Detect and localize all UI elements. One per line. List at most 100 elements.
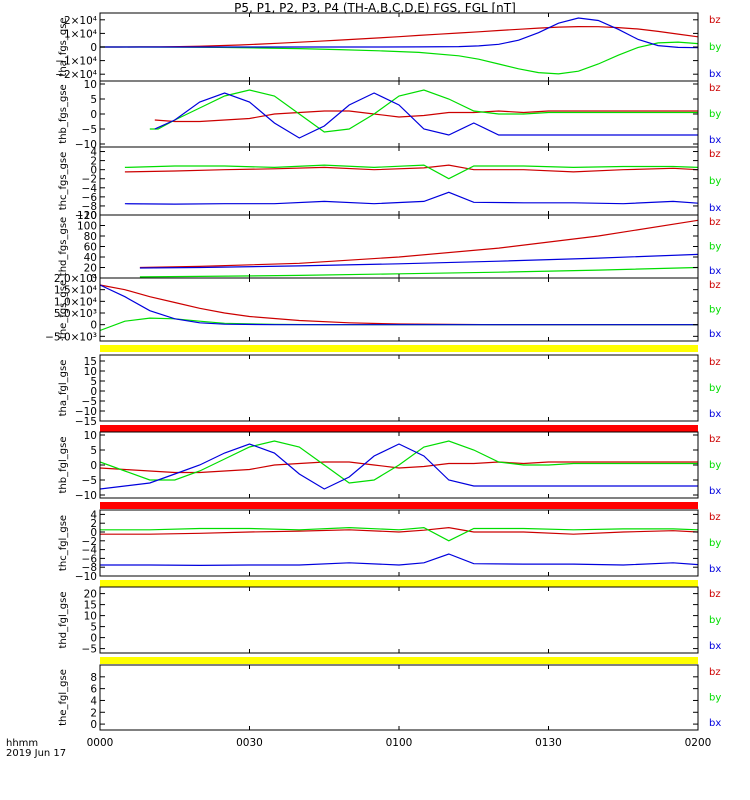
ytick-label: −5.0×10³ <box>45 331 97 343</box>
ytick-label: −5 <box>82 124 97 136</box>
legend-bz: bz <box>709 280 721 291</box>
panel-frame <box>99 277 699 342</box>
ytick-label: 10 <box>84 611 97 623</box>
ytick-label: 2 <box>90 707 97 719</box>
series-line-bz <box>139 219 698 269</box>
ytick-label: −10 <box>75 139 97 151</box>
ytick-label: 5 <box>90 376 97 388</box>
series-line-by <box>100 41 698 75</box>
ytick-label: 0 <box>90 273 97 285</box>
legend-bz: bz <box>709 15 721 26</box>
series-line-by <box>100 526 698 542</box>
legend-bx: bx <box>709 718 721 729</box>
series-line-by <box>139 266 698 278</box>
x-axis-labels: 0000 0030 0100 0130 0200 <box>87 737 712 749</box>
ytick-label: 60 <box>84 242 97 254</box>
ytick-label: 2.0×10⁴ <box>54 273 97 285</box>
ytick-label: 120 <box>77 210 97 222</box>
ylabel-tha_fgl_gse: tha_fgl_gse <box>58 360 69 417</box>
ytick-label: 1.5×10⁴ <box>54 285 97 297</box>
ytick-label: −5 <box>82 644 97 656</box>
legend-bx: bx <box>709 641 721 652</box>
ytick-label: −10 <box>75 406 97 418</box>
legend-bx: bx <box>709 409 721 420</box>
ytick-label: 5.0×10³ <box>54 308 97 320</box>
legend-bz: bz <box>709 217 721 228</box>
ytick-label: 2 <box>90 156 97 168</box>
ytick-label: −5 <box>82 475 97 487</box>
panel-frame <box>99 80 699 148</box>
ytick-label: −2×10⁴ <box>55 69 97 81</box>
legend-by: by <box>709 538 721 549</box>
panel-frame <box>99 354 699 422</box>
xtick-label: 0100 <box>386 737 413 749</box>
series-line-bx <box>139 253 698 269</box>
ytick-label: 10 <box>84 430 97 442</box>
series-line-bz <box>100 461 698 474</box>
legend-bx: bx <box>709 266 721 277</box>
legend-bx: bx <box>709 329 721 340</box>
series-line-bx <box>100 17 698 49</box>
ytick-label: 5 <box>90 622 97 634</box>
ytick-label: 10 <box>84 79 97 91</box>
ytick-label: −4 <box>82 183 98 195</box>
ytick-label: 10 <box>84 366 97 378</box>
ytick-label: 80 <box>84 231 97 243</box>
ylabel-thd_fgl_gse: thd_fgl_gse <box>58 592 69 649</box>
ytick-label: 8 <box>90 672 97 684</box>
ytick-label: −15 <box>75 416 97 428</box>
panel-thb_fgs_gse: 10 5 0 −5 −10 thb_fgs_gse bz by bx <box>58 79 721 151</box>
legend-by: by <box>709 383 721 394</box>
status-bar <box>100 580 698 587</box>
ytick-label: 0 <box>90 109 97 121</box>
series-line-bz <box>124 164 698 173</box>
legend-bz: bz <box>709 512 721 523</box>
ytick-label: 0 <box>90 165 97 177</box>
series-line-by <box>124 164 698 180</box>
series-line-bx <box>100 284 698 326</box>
ytick-label: 100 <box>77 221 97 233</box>
series-line-by <box>100 440 698 484</box>
legend-by: by <box>709 305 721 316</box>
ytick-label: −6 <box>82 553 98 565</box>
panel-frame <box>99 214 699 279</box>
ytick-label: −6 <box>82 192 98 204</box>
legend-bx: bx <box>709 564 721 575</box>
legend-bx: bx <box>709 135 721 146</box>
status-bar <box>100 657 698 664</box>
ytick-label: 4 <box>90 147 97 159</box>
ytick-label: 4 <box>90 695 97 707</box>
ytick-label: 0 <box>90 460 97 472</box>
ytick-label: 0 <box>90 42 97 54</box>
status-bar <box>100 425 698 432</box>
ytick-label: 5 <box>90 94 97 106</box>
legend-bx: bx <box>709 69 721 80</box>
ytick-label: 4 <box>90 509 97 521</box>
ylabel-thd_fgs_gse: thd_fgs_gse <box>58 217 69 276</box>
ylabel-tha_fgs_gse: tha_fgs_gse <box>58 17 69 76</box>
xtick-label: 0000 <box>87 737 114 749</box>
ytick-label: 0 <box>90 320 97 332</box>
ylabel-the_fgl_gse: the_fgl_gse <box>58 669 69 726</box>
ytick-label: 5 <box>90 445 97 457</box>
legend-bz: bz <box>709 357 721 368</box>
ytick-label: −10 <box>75 210 97 222</box>
panel-frame <box>99 146 699 216</box>
ytick-label: 6 <box>90 684 97 696</box>
ytick-label: 20 <box>84 589 97 601</box>
ylabel-thc_fgl_gse: thc_fgl_gse <box>58 515 69 571</box>
legend-bz: bz <box>709 434 721 445</box>
status-bar <box>100 345 698 352</box>
ytick-label: 40 <box>84 252 97 264</box>
ytick-label: −2 <box>82 174 97 186</box>
panel-frame <box>99 509 699 577</box>
plot-title: P5, P1, P2, P3, P4 (TH-A,B,C,D,E) FGS, F… <box>234 1 516 15</box>
ylabel-thb_fgs_gse: thb_fgs_gse <box>58 84 69 143</box>
ytick-label: −5 <box>82 396 97 408</box>
ytick-label: 15 <box>84 356 97 368</box>
ytick-label: 1.0×10⁴ <box>54 296 97 308</box>
xtick-label: 0130 <box>535 737 562 749</box>
